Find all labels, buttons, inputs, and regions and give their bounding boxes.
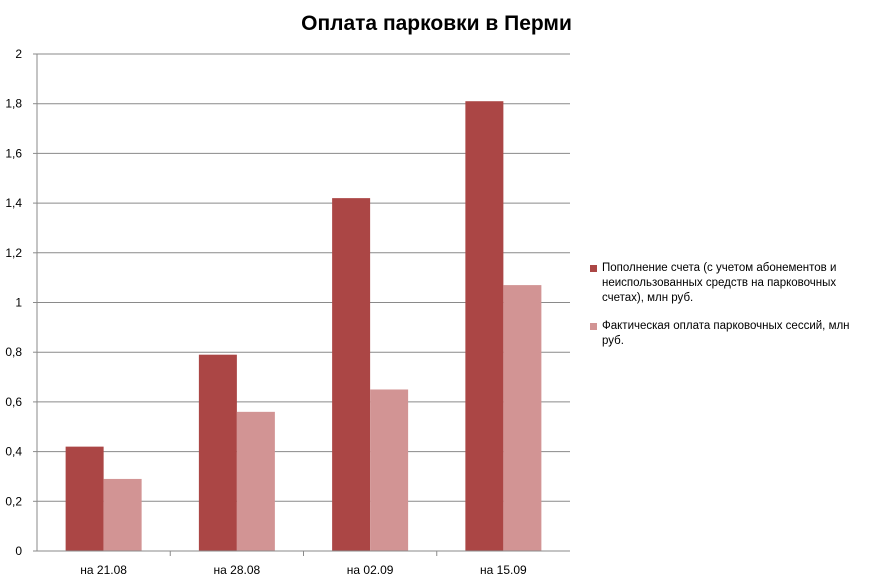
y-tick-label: 0,6	[5, 395, 22, 409]
legend-label: Пополнение счета (с учетом абонементов и…	[602, 262, 837, 304]
bar-series-2	[103, 478, 142, 551]
y-tick-label: 0,4	[5, 445, 22, 459]
bar-series-1	[198, 354, 237, 551]
bar-series-2	[503, 285, 542, 551]
x-tick-label: на 15.09	[480, 563, 527, 577]
bar-series-1	[465, 101, 504, 551]
y-tick-label: 1,6	[5, 146, 22, 160]
y-tick-label: 1	[15, 296, 22, 310]
bar-series-1	[65, 446, 104, 551]
legend-item-series-2: Фактическая оплата парковочных сессий, м…	[590, 319, 865, 349]
bar-series-2	[370, 389, 409, 551]
tick-labels: 0 0,2 0,4 0,6 0,8 1 1,2 1,4 1,6 1,8 2 на 21.08 на 28…	[5, 47, 527, 577]
axes	[33, 53, 570, 556]
bar-series-2	[236, 411, 275, 551]
x-tick-label: на 28.08	[214, 563, 261, 577]
x-tick-label: на 02.09	[347, 563, 394, 577]
legend: Пополнение счета (с учетом абонементов и…	[590, 261, 865, 362]
bar-series-1	[332, 198, 371, 551]
y-tick-label: 1,2	[5, 246, 22, 260]
y-tick-label: 1,4	[5, 196, 22, 210]
y-tick-label: 1,8	[5, 97, 22, 111]
legend-label: Фактическая оплата парковочных сессий, м…	[602, 320, 850, 347]
y-tick-label: 0	[15, 544, 22, 558]
bars	[65, 101, 542, 551]
x-tick-label: на 21.08	[80, 563, 127, 577]
y-tick-label: 2	[15, 47, 22, 61]
chart-title: Оплата парковки в Перми	[301, 12, 572, 35]
y-tick-label: 0,8	[5, 345, 22, 359]
legend-item-series-1: Пополнение счета (с учетом абонементов и…	[590, 261, 865, 306]
legend-swatch	[590, 323, 597, 330]
y-tick-label: 0,2	[5, 494, 22, 508]
legend-swatch	[590, 265, 597, 272]
